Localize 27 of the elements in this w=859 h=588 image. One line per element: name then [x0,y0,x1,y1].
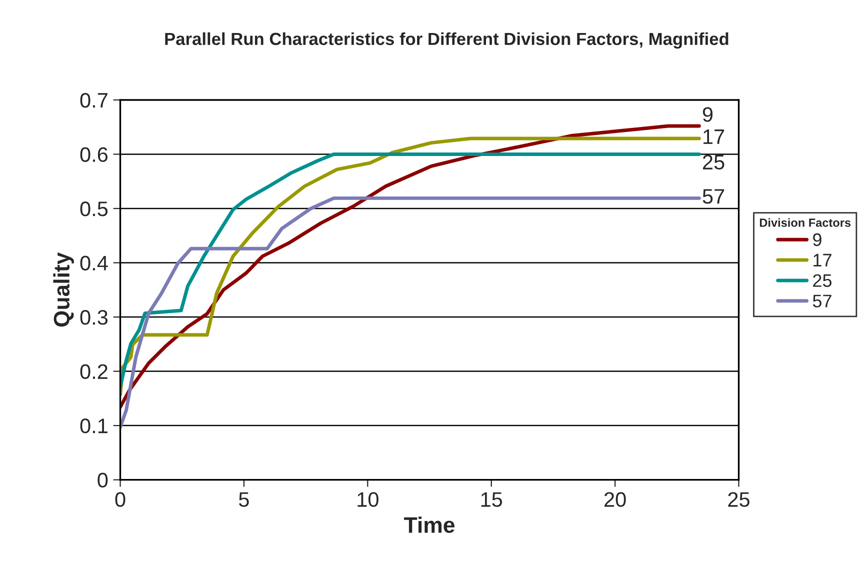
x-tick-label: 10 [358,492,378,507]
y-tick-label: 0.2 [80,364,108,380]
x-axis-title: Time [404,516,454,533]
x-tick-label: 25 [728,492,750,507]
legend-label: 9 [813,233,822,246]
line-series [120,196,701,429]
text: 9 [702,107,713,122]
y-tick-label: 0.4 [80,256,108,271]
y-tick-label: 0.6 [80,147,108,162]
y-tick-label: 0 [98,472,108,488]
x-tick-label: 0 [115,492,126,507]
legend-label: 25 [813,274,832,287]
y-tick-label: 0.3 [80,310,108,325]
y-tick-label: 0.5 [80,201,108,216]
x-tick-label: 20 [604,492,626,507]
x-tick-label: 5 [238,492,249,507]
y-tick-label: 0.1 [80,418,108,434]
y-tick-label: 0.7 [80,92,108,108]
text: 17 [704,130,724,144]
legend-label: 57 [812,294,832,308]
legend-title: Division Factors [760,218,851,227]
x-tick-label: 15 [481,492,502,507]
chart-title: Parallel Run Characteristics for Different Division Factors, Magnified [165,32,728,49]
legend-label: 17 [814,254,832,266]
text: 25 [702,154,724,170]
y-axis-title: Quality [53,252,74,327]
text: 57 [702,189,724,204]
